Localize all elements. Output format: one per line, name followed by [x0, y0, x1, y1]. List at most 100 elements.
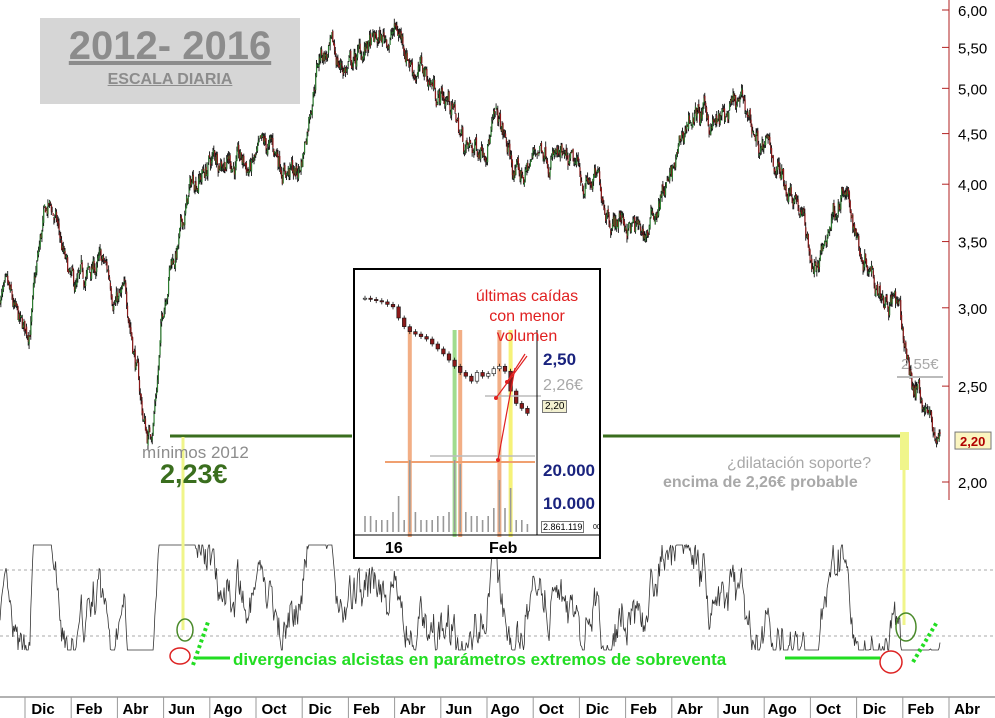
price-candle-body: [858, 235, 860, 248]
price-candle-body: [24, 320, 26, 332]
price-candle-body: [593, 168, 596, 178]
price-candle-body: [410, 61, 412, 66]
inset-volume-bar: [369, 516, 372, 532]
price-candle-body: [19, 313, 21, 320]
price-candle-body: [708, 127, 710, 134]
price-candle-body: [834, 210, 836, 219]
price-candle-body: [779, 167, 781, 179]
price-candle-body: [180, 216, 183, 220]
price-candle-body: [557, 146, 559, 156]
price-candle-body: [667, 178, 669, 182]
price-candle-body: [131, 332, 133, 339]
price-candle-body: [715, 117, 717, 124]
price-candle-body: [97, 256, 100, 260]
price-candle-body: [177, 245, 179, 248]
price-candle-body: [895, 299, 898, 304]
price-candle-body: [150, 438, 153, 440]
price-candle-body: [322, 52, 325, 61]
price-candle-body: [652, 211, 654, 214]
price-candle-body: [55, 211, 58, 220]
price-candle-body: [900, 300, 902, 318]
x-tick-label: Oct: [816, 701, 841, 718]
price-candle-body: [592, 179, 594, 190]
price-candle-body: [185, 207, 187, 214]
price-candle-body: [877, 294, 880, 296]
price-candle-body: [476, 151, 478, 156]
price-candle-body: [510, 154, 512, 156]
price-candle-body: [197, 178, 200, 193]
inset-candle-body: [396, 306, 401, 319]
price-candle-body: [201, 170, 203, 182]
price-candle-body: [651, 209, 653, 211]
price-candle-body: [671, 165, 673, 179]
price-candle-body: [729, 103, 731, 111]
price-candle-body: [215, 157, 217, 162]
price-candle-body: [298, 167, 301, 169]
price-candle-body: [65, 255, 67, 257]
price-candle-body: [684, 129, 686, 136]
price-candle-body: [121, 285, 124, 289]
price-candle-body: [866, 265, 868, 271]
price-candle-body: [548, 173, 550, 178]
price-candle-body: [318, 56, 320, 67]
price-candle-body: [642, 228, 644, 238]
price-candle-body: [604, 208, 606, 215]
price-candle-body: [492, 118, 494, 121]
price-candle-body: [167, 294, 169, 300]
price-candle-body: [26, 326, 28, 335]
price-candle-body: [86, 267, 88, 276]
price-candle-body: [907, 355, 910, 362]
price-candle-body: [270, 137, 272, 140]
price-candle-body: [558, 151, 561, 155]
inset-highlight-bar: [508, 330, 513, 537]
price-candle-body: [144, 418, 147, 431]
price-candle-body: [408, 60, 410, 64]
price-candle-body: [174, 253, 177, 269]
price-candle-body: [565, 148, 567, 158]
price-candle-body: [457, 119, 459, 121]
price-candle-body: [578, 163, 580, 166]
price-candle-body: [21, 317, 23, 328]
price-candle-body: [634, 216, 636, 232]
x-tick-label: Dic: [586, 701, 609, 718]
price-candle-body: [203, 168, 205, 172]
price-candle-body: [283, 166, 285, 172]
price-candle-body: [333, 41, 335, 46]
price-candle-body: [887, 305, 889, 308]
price-candle-body: [561, 144, 563, 156]
price-candle-body: [804, 213, 806, 226]
price-candle-body: [60, 236, 62, 239]
price-candle-body: [278, 157, 280, 168]
price-candle-body: [28, 335, 30, 345]
price-candle-body: [484, 157, 486, 160]
price-candle-body: [461, 128, 463, 135]
price-candle-body: [723, 108, 726, 120]
price-candle-body: [506, 143, 508, 153]
price-candle-body: [933, 432, 935, 434]
price-candle-body: [603, 204, 605, 209]
inset-volume-bar: [481, 520, 484, 532]
price-candle-body: [570, 152, 573, 154]
price-candle-body: [409, 63, 411, 67]
price-candle-body: [422, 68, 425, 75]
price-candle-body: [470, 145, 472, 147]
price-candle-body: [668, 178, 670, 180]
price-candle-body: [526, 163, 528, 171]
price-candle-body: [637, 219, 639, 226]
price-candle-body: [909, 370, 911, 376]
price-candle-body: [744, 99, 746, 111]
inset-note-2: con menor: [489, 308, 565, 325]
price-candle-body: [930, 411, 933, 419]
price-candle-body: [852, 214, 854, 229]
price-candle-body: [920, 399, 922, 401]
price-candle-body: [877, 283, 879, 295]
price-candle-body: [495, 106, 497, 110]
price-candle-body: [510, 155, 513, 163]
inset-candle-body: [491, 368, 496, 375]
price-candle-body: [85, 279, 87, 287]
price-candle-body: [673, 164, 675, 166]
inset-last-volume: 2.861.119: [541, 521, 585, 533]
price-candle-body: [703, 98, 705, 104]
price-candle-body: [569, 157, 571, 164]
price-candle-body: [799, 214, 801, 216]
